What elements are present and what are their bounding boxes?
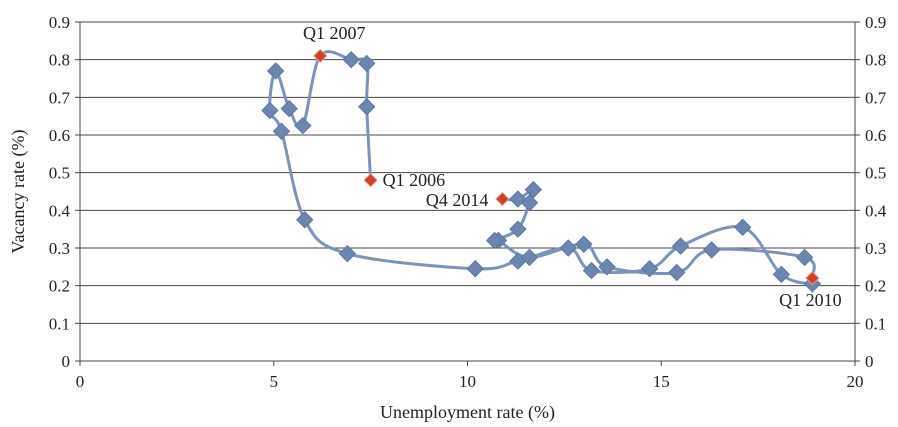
data-marker: [575, 235, 593, 253]
y-axis-label: Vacancy rate (%): [8, 130, 29, 254]
y2-axis-ticks: 0 0.1 0.2 0.3 0.4 0.5 0.6 0.7 0.8 0.9: [855, 13, 887, 371]
x-tick-label: 10: [459, 372, 476, 391]
y-tick-label: 0.9: [49, 13, 70, 32]
y-tick-label: 0.1: [49, 314, 70, 333]
data-marker: [598, 258, 616, 276]
data-marker: [272, 122, 291, 140]
y2-tick-label: 0.1: [865, 314, 886, 333]
data-marker: [296, 211, 314, 229]
data-marker: [772, 265, 791, 284]
y-tick-label: 0.7: [49, 88, 71, 107]
gridlines: [80, 21, 855, 362]
x-tick-label: 0: [76, 372, 85, 391]
x-tick-label: 15: [653, 372, 670, 391]
data-marker: [671, 237, 690, 255]
annotations: Q1 2006 Q1 2007 Q4 2014 Q1 2010: [303, 23, 842, 310]
highlight-marker: [495, 191, 510, 207]
x-axis-label: Unemployment rate (%): [380, 402, 555, 423]
y2-tick-label: 0.6: [865, 126, 886, 145]
data-marker: [485, 231, 504, 250]
annotation-label: Q1 2006: [383, 170, 446, 190]
data-marker: [280, 99, 298, 118]
y2-tick-label: 0.5: [865, 164, 886, 183]
data-marker: [733, 218, 752, 236]
y2-tick-label: 0: [865, 352, 874, 371]
data-marker: [466, 260, 484, 278]
y2-tick-label: 0.4: [865, 201, 887, 220]
y2-tick-label: 0.8: [865, 51, 886, 70]
y2-tick-label: 0.3: [865, 239, 886, 258]
x-axis-ticks: 0 5 10 15 20: [76, 361, 864, 391]
y-axis-ticks: 0 0.1 0.2 0.3 0.4 0.5 0.6 0.7 0.8 0.9: [49, 13, 80, 371]
data-marker: [342, 50, 360, 69]
data-marker: [520, 248, 539, 267]
data-marker: [509, 220, 527, 238]
y-tick-label: 0.4: [49, 201, 71, 220]
y-tick-label: 0.3: [49, 239, 70, 258]
data-marker: [358, 98, 376, 116]
annotation-label: Q1 2010: [779, 290, 842, 310]
series-markers: [261, 48, 822, 293]
data-marker: [559, 239, 577, 257]
highlight-marker: [313, 48, 328, 64]
x-tick-label: 20: [847, 372, 864, 391]
y-tick-label: 0.6: [49, 126, 70, 145]
y2-tick-label: 0.9: [865, 13, 886, 32]
data-marker: [294, 116, 312, 135]
data-marker: [261, 101, 279, 120]
data-marker: [702, 241, 721, 259]
highlight-marker: [363, 172, 378, 188]
y2-tick-label: 0.7: [865, 88, 887, 107]
y-tick-label: 0.5: [49, 164, 70, 183]
y-tick-label: 0.8: [49, 51, 70, 70]
annotation-label: Q4 2014: [426, 190, 489, 210]
data-marker: [266, 62, 285, 80]
data-marker: [358, 54, 376, 73]
series-line: [268, 50, 817, 286]
y-tick-label: 0.2: [49, 277, 70, 296]
data-marker: [582, 261, 601, 280]
y-tick-label: 0: [62, 352, 71, 371]
y2-tick-label: 0.2: [865, 277, 886, 296]
data-marker: [668, 263, 686, 282]
data-marker: [640, 260, 659, 278]
data-marker: [795, 248, 814, 267]
data-marker: [338, 244, 357, 263]
x-tick-label: 5: [270, 372, 279, 391]
annotation-label: Q1 2007: [303, 23, 366, 43]
data-marker: [524, 180, 543, 199]
highlight-marker: [805, 270, 820, 286]
data-marker: [509, 190, 527, 208]
